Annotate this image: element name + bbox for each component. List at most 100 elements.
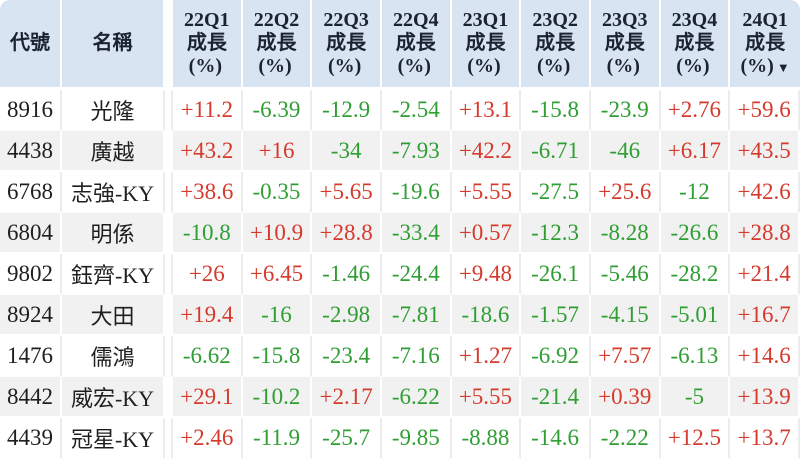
- growth-cell: +14.6: [730, 336, 800, 377]
- growth-cell: -5: [660, 377, 731, 418]
- growth-cell: -27.5: [521, 172, 591, 213]
- growth-cell: -6.92: [521, 336, 591, 377]
- column-header-22q2[interactable]: 22Q2 成長 (%): [242, 0, 313, 90]
- stock-code: 8924: [0, 295, 62, 336]
- growth-cell: +13.7: [730, 418, 800, 459]
- stock-name: 志強-KY: [62, 172, 165, 213]
- stock-code: 1476: [0, 336, 62, 377]
- growth-cell: -26.1: [521, 254, 591, 295]
- header-row: 代號 名稱 22Q1 成長 (%) 22Q2 成長 (%) 22Q3 成長 (%…: [0, 0, 800, 90]
- quarter-label: 23Q3: [601, 8, 648, 31]
- table-row: 6804 明係 -10.8 +10.9 +28.8 -33.4 +0.57 -1…: [0, 213, 800, 254]
- growth-cell: +59.6: [730, 90, 800, 131]
- growth-cell: +2.17: [312, 377, 382, 418]
- growth-cell: -6.71: [521, 131, 591, 172]
- stock-code: 6768: [0, 172, 62, 213]
- growth-label: 成長: [256, 31, 297, 54]
- growth-cell: +0.57: [451, 213, 522, 254]
- growth-cell: -23.9: [590, 90, 661, 131]
- column-spacer: [165, 336, 173, 377]
- growth-label: 成長: [604, 31, 645, 54]
- growth-cell: +11.2: [173, 90, 243, 131]
- growth-cell: +10.9: [242, 213, 313, 254]
- growth-cell: +5.65: [312, 172, 382, 213]
- growth-cell: +12.5: [660, 418, 731, 459]
- table-row: 8916 光隆 +11.2 -6.39 -12.9 -2.54 +13.1 -1…: [0, 90, 800, 131]
- column-spacer: [165, 90, 173, 131]
- growth-cell: -15.8: [521, 90, 591, 131]
- column-spacer: [165, 295, 173, 336]
- stock-code: 4439: [0, 418, 62, 459]
- stock-name: 光隆: [62, 90, 165, 131]
- unit-label: (%): [676, 54, 710, 77]
- growth-cell: -18.6: [451, 295, 522, 336]
- growth-cell: +21.4: [730, 254, 800, 295]
- unit-label: (%): [397, 54, 431, 77]
- column-header-23q4[interactable]: 23Q4 成長 (%): [660, 0, 731, 90]
- quarter-label: 22Q2: [253, 8, 300, 31]
- growth-cell: +7.57: [590, 336, 661, 377]
- stock-code: 6804: [0, 213, 62, 254]
- growth-cell: -23.4: [312, 336, 382, 377]
- growth-cell: -25.7: [312, 418, 382, 459]
- column-header-23q1[interactable]: 23Q1 成長 (%): [451, 0, 522, 90]
- growth-cell: +0.39: [590, 377, 661, 418]
- stock-name: 冠星-KY: [62, 418, 165, 459]
- growth-cell: -2.22: [590, 418, 661, 459]
- column-spacer: [165, 377, 173, 418]
- table-row: 4439 冠星-KY +2.46 -11.9 -25.7 -9.85 -8.88…: [0, 418, 800, 459]
- growth-cell: +9.48: [451, 254, 522, 295]
- growth-cell: +5.55: [451, 172, 522, 213]
- quarter-label: 22Q4: [393, 8, 439, 31]
- column-header-23q2[interactable]: 23Q2 成長 (%): [521, 0, 591, 90]
- column-header-22q3[interactable]: 22Q3 成長 (%): [312, 0, 382, 90]
- column-header-22q4[interactable]: 22Q4 成長 (%): [381, 0, 452, 90]
- growth-cell: +25.6: [590, 172, 661, 213]
- growth-cell: +13.9: [730, 377, 800, 418]
- column-spacer: [165, 213, 173, 254]
- growth-cell: +29.1: [173, 377, 243, 418]
- stock-code: 4438: [0, 131, 62, 172]
- column-spacer: [165, 254, 173, 295]
- growth-cell: -19.6: [381, 172, 452, 213]
- quarter-label: 22Q3: [323, 8, 369, 31]
- growth-cell: -2.98: [312, 295, 382, 336]
- growth-cell: -6.39: [242, 90, 313, 131]
- column-header-22q1[interactable]: 22Q1 成長 (%): [173, 0, 243, 90]
- growth-cell: -11.9: [242, 418, 313, 459]
- stock-name: 鈺齊-KY: [62, 254, 165, 295]
- growth-cell: -34: [312, 131, 382, 172]
- stock-code: 9802: [0, 254, 62, 295]
- growth-cell: -6.62: [173, 336, 243, 377]
- growth-cell: -12.3: [521, 213, 591, 254]
- growth-cell: -33.4: [381, 213, 452, 254]
- growth-cell: +6.17: [660, 131, 731, 172]
- growth-cell: +42.2: [451, 131, 522, 172]
- growth-cell: +38.6: [173, 172, 243, 213]
- column-spacer: [165, 0, 173, 90]
- growth-cell: +28.8: [730, 213, 800, 254]
- quarter-label: 23Q1: [462, 8, 509, 31]
- growth-cell: +42.6: [730, 172, 800, 213]
- stock-name: 儒鴻: [62, 336, 165, 377]
- growth-cell: -5.01: [660, 295, 731, 336]
- column-header-code[interactable]: 代號: [0, 0, 62, 90]
- growth-cell: -21.4: [521, 377, 591, 418]
- growth-label: 成長: [674, 31, 715, 54]
- column-header-23q3[interactable]: 23Q3 成長 (%): [590, 0, 661, 90]
- growth-cell: +16: [242, 131, 313, 172]
- growth-cell: +16.7: [730, 295, 800, 336]
- unit-label: (%): [606, 54, 640, 77]
- column-header-24q1[interactable]: 24Q1 成長 (%) ▼: [730, 0, 800, 90]
- column-spacer: [165, 131, 173, 172]
- growth-cell: -2.54: [381, 90, 452, 131]
- quarter-label: 23Q2: [532, 8, 578, 31]
- unit-label: (%): [327, 54, 362, 77]
- column-header-name[interactable]: 名稱: [62, 0, 165, 90]
- growth-cell: +28.8: [312, 213, 382, 254]
- growth-cell: -46: [590, 131, 661, 172]
- growth-label: 成長: [326, 31, 367, 54]
- growth-cell: -26.6: [660, 213, 731, 254]
- growth-cell: -16: [242, 295, 313, 336]
